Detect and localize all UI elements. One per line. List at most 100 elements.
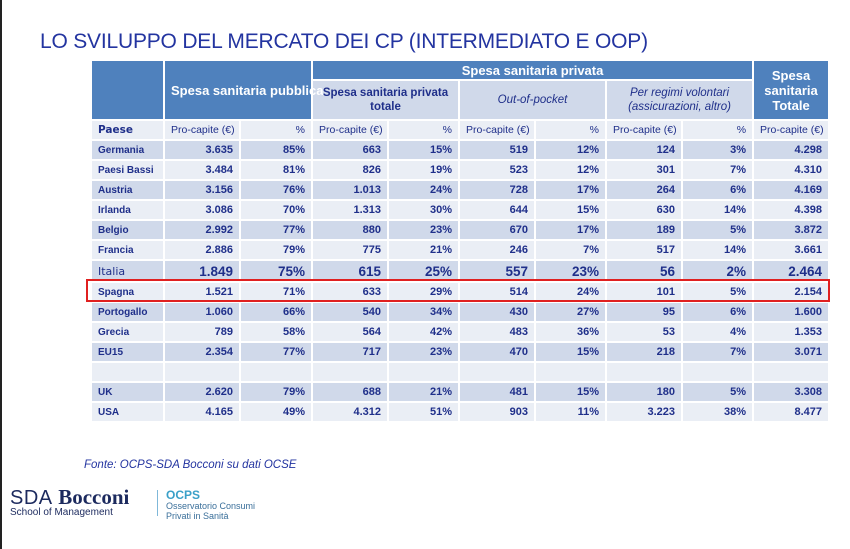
cell-tot: 2.154 [752, 281, 831, 303]
cell-oop: 644 [458, 199, 537, 221]
cell-tot: 3.872 [752, 219, 831, 241]
country-cell: Irlanda [90, 199, 165, 221]
cell-oop: 481 [458, 381, 537, 403]
empty-cell [752, 361, 831, 383]
cell-pub-pct: 71% [238, 281, 314, 303]
empty-cell [681, 361, 755, 383]
cell-pub-pct: 77% [238, 341, 314, 363]
cell-vol: 56 [605, 259, 684, 283]
cell-priv: 633 [311, 281, 390, 303]
cell-tot: 4.298 [752, 139, 831, 161]
cell-tot: 4.169 [752, 179, 831, 201]
cell-vol: 630 [605, 199, 684, 221]
cell-pub: 3.635 [163, 139, 241, 161]
cell-pub-pct: 49% [238, 401, 314, 423]
cell-vol: 3.223 [605, 401, 684, 423]
subheader-pro-capite: Pro-capite (€) [605, 119, 684, 141]
page-title: LO SVILUPPO DEL MERCATO DEI CP (INTERMED… [40, 30, 648, 53]
cell-oop-pct: 17% [534, 219, 608, 241]
spending-table: Spesa sanitaria pubblica Spesa sanitaria… [90, 59, 831, 423]
cell-pub: 789 [163, 321, 241, 343]
subheader-pro-capite: Pro-capite (€) [752, 119, 831, 141]
cell-oop: 470 [458, 341, 537, 363]
cell-pub-pct: 76% [238, 179, 314, 201]
country-cell: EU15 [90, 341, 165, 363]
cell-vol-pct: 6% [681, 179, 755, 201]
table-row: UK 2.620 79% 688 21% 481 15% 180 5% 3.308 [90, 381, 831, 403]
cell-oop: 519 [458, 139, 537, 161]
cell-priv: 688 [311, 381, 390, 403]
cell-vol: 301 [605, 159, 684, 181]
cell-oop: 670 [458, 219, 537, 241]
cell-pub: 2.354 [163, 341, 241, 363]
cell-pub-pct: 79% [238, 239, 314, 261]
cell-priv-pct: 34% [387, 301, 461, 323]
cell-vol-pct: 5% [681, 281, 755, 303]
country-cell: USA [90, 401, 165, 423]
country-cell: Francia [90, 239, 165, 261]
sda-bocconi-logo: SDA Bocconi School of Management [10, 485, 130, 519]
logo-bocconi-text: Bocconi [58, 485, 130, 509]
header-privata: Spesa sanitaria privata [311, 59, 755, 81]
subheader-pct: % [387, 119, 461, 141]
cell-pub-pct: 85% [238, 139, 314, 161]
empty-cell [534, 361, 608, 383]
empty-cell [458, 361, 537, 383]
ocps-logo: OCPS Osservatorio Consumi Privati in San… [166, 489, 255, 521]
country-cell: Belgio [90, 219, 165, 241]
country-cell: Germania [90, 139, 165, 161]
cell-vol-pct: 7% [681, 159, 755, 181]
cell-vol: 124 [605, 139, 684, 161]
country-cell: Spagna [90, 281, 165, 303]
table-row: Italia 1.849 75% 615 25% 557 23% 56 2% 2.464 [90, 259, 831, 283]
cell-oop-pct: 24% [534, 281, 608, 303]
cell-priv: 540 [311, 301, 390, 323]
subheader-pro-capite: Pro-capite (€) [311, 119, 390, 141]
cell-oop-pct: 7% [534, 239, 608, 261]
table-row: Paesi Bassi 3.484 81% 826 19% 523 12% 301 7% 4.31… [90, 159, 831, 181]
cell-priv: 880 [311, 219, 390, 241]
header-oop: Out-of-pocket [458, 79, 608, 121]
cell-priv-pct: 21% [387, 239, 461, 261]
cell-pub: 1.521 [163, 281, 241, 303]
header-totale: Spesa sanitaria Totale [752, 59, 831, 121]
cell-vol: 189 [605, 219, 684, 241]
cell-priv: 1.313 [311, 199, 390, 221]
ocps-line2: Privati in Sanità [166, 511, 229, 521]
cell-pub-pct: 58% [238, 321, 314, 343]
cell-oop: 514 [458, 281, 537, 303]
cell-priv: 663 [311, 139, 390, 161]
cell-priv: 564 [311, 321, 390, 343]
cell-priv: 826 [311, 159, 390, 181]
cell-priv-pct: 30% [387, 199, 461, 221]
header-blank [90, 59, 165, 121]
cell-priv-pct: 51% [387, 401, 461, 423]
cell-vol: 180 [605, 381, 684, 403]
cell-oop-pct: 23% [534, 259, 608, 283]
country-cell: UK [90, 381, 165, 403]
cell-vol: 101 [605, 281, 684, 303]
cell-tot: 2.464 [752, 259, 831, 283]
cell-vol: 95 [605, 301, 684, 323]
cell-vol-pct: 14% [681, 199, 755, 221]
table-row: Irlanda 3.086 70% 1.313 30% 644 15% 630 14% 4.398 [90, 199, 831, 221]
cell-priv-pct: 24% [387, 179, 461, 201]
logo-school-text: School of Management [10, 507, 113, 518]
cell-vol-pct: 7% [681, 341, 755, 363]
table-row: Austria 3.156 76% 1.013 24% 728 17% 264 6% 4.169 [90, 179, 831, 201]
cell-pub-pct: 70% [238, 199, 314, 221]
country-cell: Portogallo [90, 301, 165, 323]
cell-tot: 1.600 [752, 301, 831, 323]
cell-oop-pct: 27% [534, 301, 608, 323]
cell-pub: 4.165 [163, 401, 241, 423]
table-row: Spagna 1.521 71% 633 29% 514 24% 101 5% 2.154 [90, 281, 831, 303]
empty-cell [605, 361, 684, 383]
cell-pub: 3.086 [163, 199, 241, 221]
cell-vol-pct: 2% [681, 259, 755, 283]
cell-priv: 1.013 [311, 179, 390, 201]
country-cell: Italia [90, 259, 165, 283]
table-row: Portogallo 1.060 66% 540 34% 430 27% 95 6% 1.600 [90, 301, 831, 323]
cell-oop: 557 [458, 259, 537, 283]
country-cell: Paesi Bassi [90, 159, 165, 181]
cell-tot: 4.310 [752, 159, 831, 181]
